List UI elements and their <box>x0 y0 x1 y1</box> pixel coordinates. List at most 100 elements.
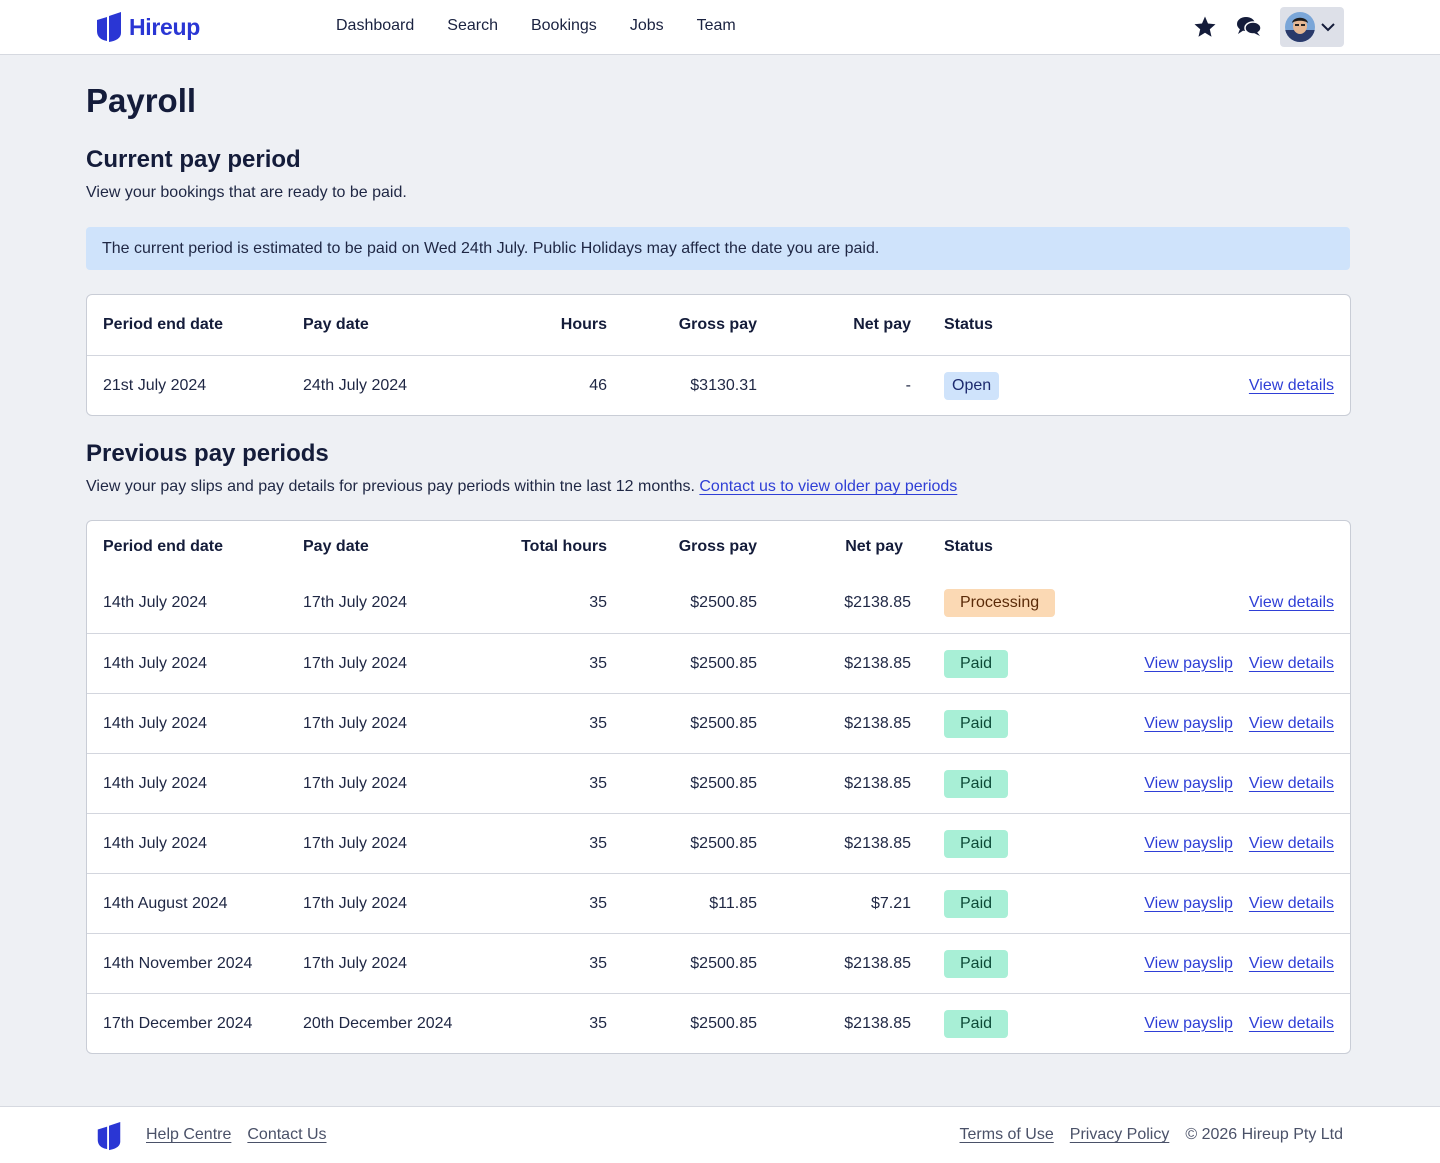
gross-pay: $2500.85 <box>690 954 757 972</box>
footer-right-links: Terms of Use Privacy Policy © 2026 Hireu… <box>960 1126 1343 1144</box>
previous-periods-heading: Previous pay periods <box>86 440 329 467</box>
status-badge: Processing <box>944 589 1056 617</box>
chevron-down-icon <box>1321 23 1335 32</box>
table-header-row: Period end date Pay date Hours Gross pay… <box>87 295 1350 355</box>
period-end-date: 14th July 2024 <box>103 714 208 732</box>
view-payslip-link[interactable]: View payslip <box>1144 654 1233 672</box>
table-row: 14th November 2024 17th July 2024 35 $2500.… <box>87 933 1350 993</box>
nav-search[interactable]: Search <box>447 17 498 34</box>
period-end-date: 14th July 2024 <box>103 774 208 792</box>
table-row: 21st July 2024 24th July 2024 46 $3130.3… <box>87 355 1350 415</box>
footer-logo-icon[interactable] <box>95 1121 123 1151</box>
status-badge: Paid <box>944 1009 1009 1038</box>
previous-periods-description: View your pay slips and pay details for … <box>86 478 957 496</box>
view-details-link[interactable]: View details <box>1248 654 1334 672</box>
view-payslip-link[interactable]: View payslip <box>1144 954 1233 972</box>
gross-pay: $2500.85 <box>690 834 757 852</box>
view-details-link[interactable]: View details <box>1248 1014 1334 1032</box>
view-details-link[interactable]: View details <box>1248 594 1334 611</box>
footer-left-links: Help Centre Contact Us <box>146 1126 327 1144</box>
top-navigation-bar: Hireup Dashboard Search Bookings Jobs Te… <box>0 0 1440 55</box>
previous-description-text: View your pay slips and pay details for … <box>86 478 695 495</box>
total-hours: 35 <box>589 1014 607 1032</box>
pay-date: 17th July 2024 <box>303 594 408 611</box>
table-row: 14th July 2024 17th July 2024 35 $2500.85 $2… <box>87 693 1350 753</box>
net-pay: $2138.85 <box>844 954 911 972</box>
gross-pay: $3130.31 <box>690 376 757 394</box>
total-hours: 35 <box>589 774 607 792</box>
period-end-date: 14th November 2024 <box>103 954 253 972</box>
main-nav: Dashboard Search Bookings Jobs Team <box>336 17 736 35</box>
hireup-logo[interactable]: Hireup <box>95 11 200 43</box>
net-pay: $2138.85 <box>844 714 911 732</box>
table-header-row: Period end date Pay date Total hours Gro… <box>87 521 1350 573</box>
net-pay: $2138.85 <box>844 774 911 792</box>
total-hours: 35 <box>589 894 607 912</box>
contact-older-periods-link[interactable]: Contact us to view older pay periods <box>699 478 958 495</box>
logo-mark-icon <box>97 12 121 42</box>
current-period-table: Period end date Pay date Hours Gross pay… <box>86 294 1351 416</box>
current-period-heading: Current pay period <box>86 146 301 173</box>
gross-pay: $11.85 <box>709 894 757 912</box>
logo-text: Hireup <box>129 13 201 40</box>
view-details-link[interactable]: View details <box>1248 774 1334 792</box>
contact-us-link[interactable]: Contact Us <box>247 1126 327 1143</box>
view-payslip-link[interactable]: View payslip <box>1144 834 1233 852</box>
net-pay: $2138.85 <box>844 594 911 611</box>
hours: 46 <box>589 376 607 394</box>
period-end-date: 14th July 2024 <box>103 594 208 611</box>
view-details-link[interactable]: View details <box>1248 714 1334 732</box>
view-details-link[interactable]: View details <box>1248 954 1334 972</box>
status-badge: Paid <box>944 769 1009 798</box>
chat-icon <box>1237 17 1262 36</box>
net-pay: $2138.85 <box>844 654 911 672</box>
profile-menu-button[interactable] <box>1280 7 1344 47</box>
nav-dashboard[interactable]: Dashboard <box>336 17 415 34</box>
terms-of-use-link[interactable]: Terms of Use <box>959 1126 1054 1143</box>
period-end-date: 14th August 2024 <box>103 894 228 912</box>
page-title: Payroll <box>86 82 197 119</box>
view-payslip-link[interactable]: View payslip <box>1144 894 1233 912</box>
gross-pay: $2500.85 <box>690 654 757 672</box>
net-pay: - <box>905 376 911 394</box>
pay-date-info-banner: The current period is estimated to be pa… <box>86 227 1350 270</box>
col-net-pay: Net pay <box>845 538 903 555</box>
view-details-link[interactable]: View details <box>1248 834 1334 852</box>
table-row: 14th July 2024 17th July 2024 35 $2500.85 $2… <box>87 753 1350 813</box>
col-pay-date: Pay date <box>303 538 369 555</box>
star-icon <box>1194 16 1216 37</box>
total-hours: 35 <box>589 654 607 672</box>
period-end-date: 21st July 2024 <box>103 376 207 394</box>
privacy-policy-link[interactable]: Privacy Policy <box>1069 1126 1170 1143</box>
nav-team[interactable]: Team <box>696 17 736 34</box>
total-hours: 35 <box>589 594 607 611</box>
pay-date: 17th July 2024 <box>303 654 408 672</box>
view-details-link[interactable]: View details <box>1248 376 1334 394</box>
gross-pay: $2500.85 <box>690 714 757 732</box>
help-centre-link[interactable]: Help Centre <box>146 1126 232 1143</box>
pay-date: 17th July 2024 <box>303 954 408 972</box>
table-row: 14th July 2024 17th July 2024 35 $2500.85 $2… <box>87 813 1350 873</box>
view-details-link[interactable]: View details <box>1248 894 1334 912</box>
pay-date: 20th December 2024 <box>303 1014 453 1032</box>
status-badge: Paid <box>944 949 1009 978</box>
view-payslip-link[interactable]: View payslip <box>1144 714 1233 732</box>
banner-text: The current period is estimated to be pa… <box>102 239 880 257</box>
favourites-button[interactable] <box>1192 14 1218 40</box>
pay-date: 24th July 2024 <box>303 376 408 394</box>
col-gross-pay: Gross pay <box>678 316 757 333</box>
messages-button[interactable] <box>1236 14 1262 40</box>
period-end-date: 14th July 2024 <box>103 834 208 852</box>
nav-jobs[interactable]: Jobs <box>629 17 664 34</box>
net-pay: $2138.85 <box>844 1014 911 1032</box>
table-row: 14th August 2024 17th July 2024 35 $11.85 $7… <box>87 873 1350 933</box>
pay-date: 17th July 2024 <box>303 714 408 732</box>
col-period-end-date: Period end date <box>103 538 224 555</box>
copyright-text: © 2026 Hireup Pty Ltd <box>1185 1126 1343 1143</box>
nav-bookings[interactable]: Bookings <box>530 17 597 34</box>
view-payslip-link[interactable]: View payslip <box>1144 1014 1233 1032</box>
total-hours: 35 <box>589 714 607 732</box>
view-payslip-link[interactable]: View payslip <box>1144 774 1233 792</box>
net-pay: $7.21 <box>870 894 911 912</box>
total-hours: 35 <box>589 954 607 972</box>
